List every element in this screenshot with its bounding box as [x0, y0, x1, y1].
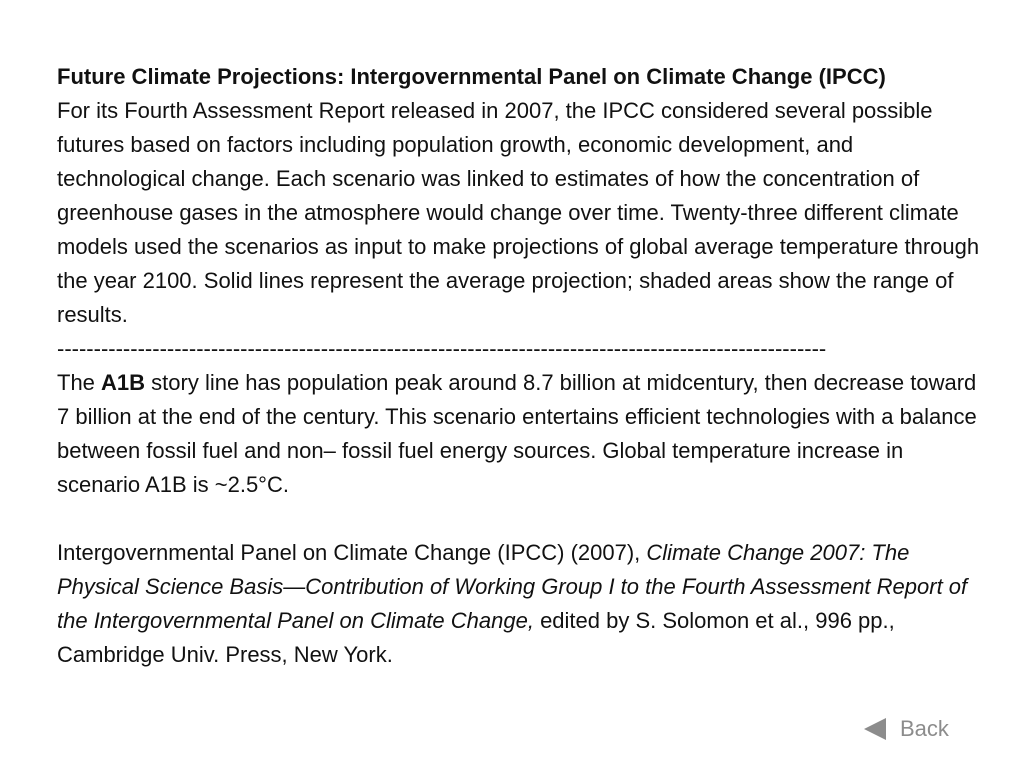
back-button[interactable]: Back [864, 712, 949, 746]
scenario-text: story line has population peak around 8.… [57, 370, 977, 497]
citation-rest: edited by S. Solomon et al., 996 pp., Ca… [57, 608, 895, 667]
scenario-prefix: The [57, 370, 102, 395]
left-triangle-icon [864, 718, 886, 740]
paragraph-spacer [57, 502, 987, 536]
citation-work-title: Climate Change 2007: The Physical Scienc… [57, 540, 968, 633]
citation-authors: Intergovernmental Panel on Climate Chang… [57, 540, 647, 565]
document-body: Future Climate Projections: Intergovernm… [57, 60, 987, 672]
scenario-paragraph: The A1B story line has population peak a… [57, 366, 987, 502]
page-title: Future Climate Projections: Intergovernm… [57, 64, 886, 89]
intro-paragraph: For its Fourth Assessment Report release… [57, 98, 980, 327]
back-label: Back [900, 716, 949, 741]
scenario-name: A1B [101, 370, 146, 395]
dashed-divider: ----------------------------------------… [57, 336, 827, 361]
citation-paragraph: Intergovernmental Panel on Climate Chang… [57, 536, 987, 672]
